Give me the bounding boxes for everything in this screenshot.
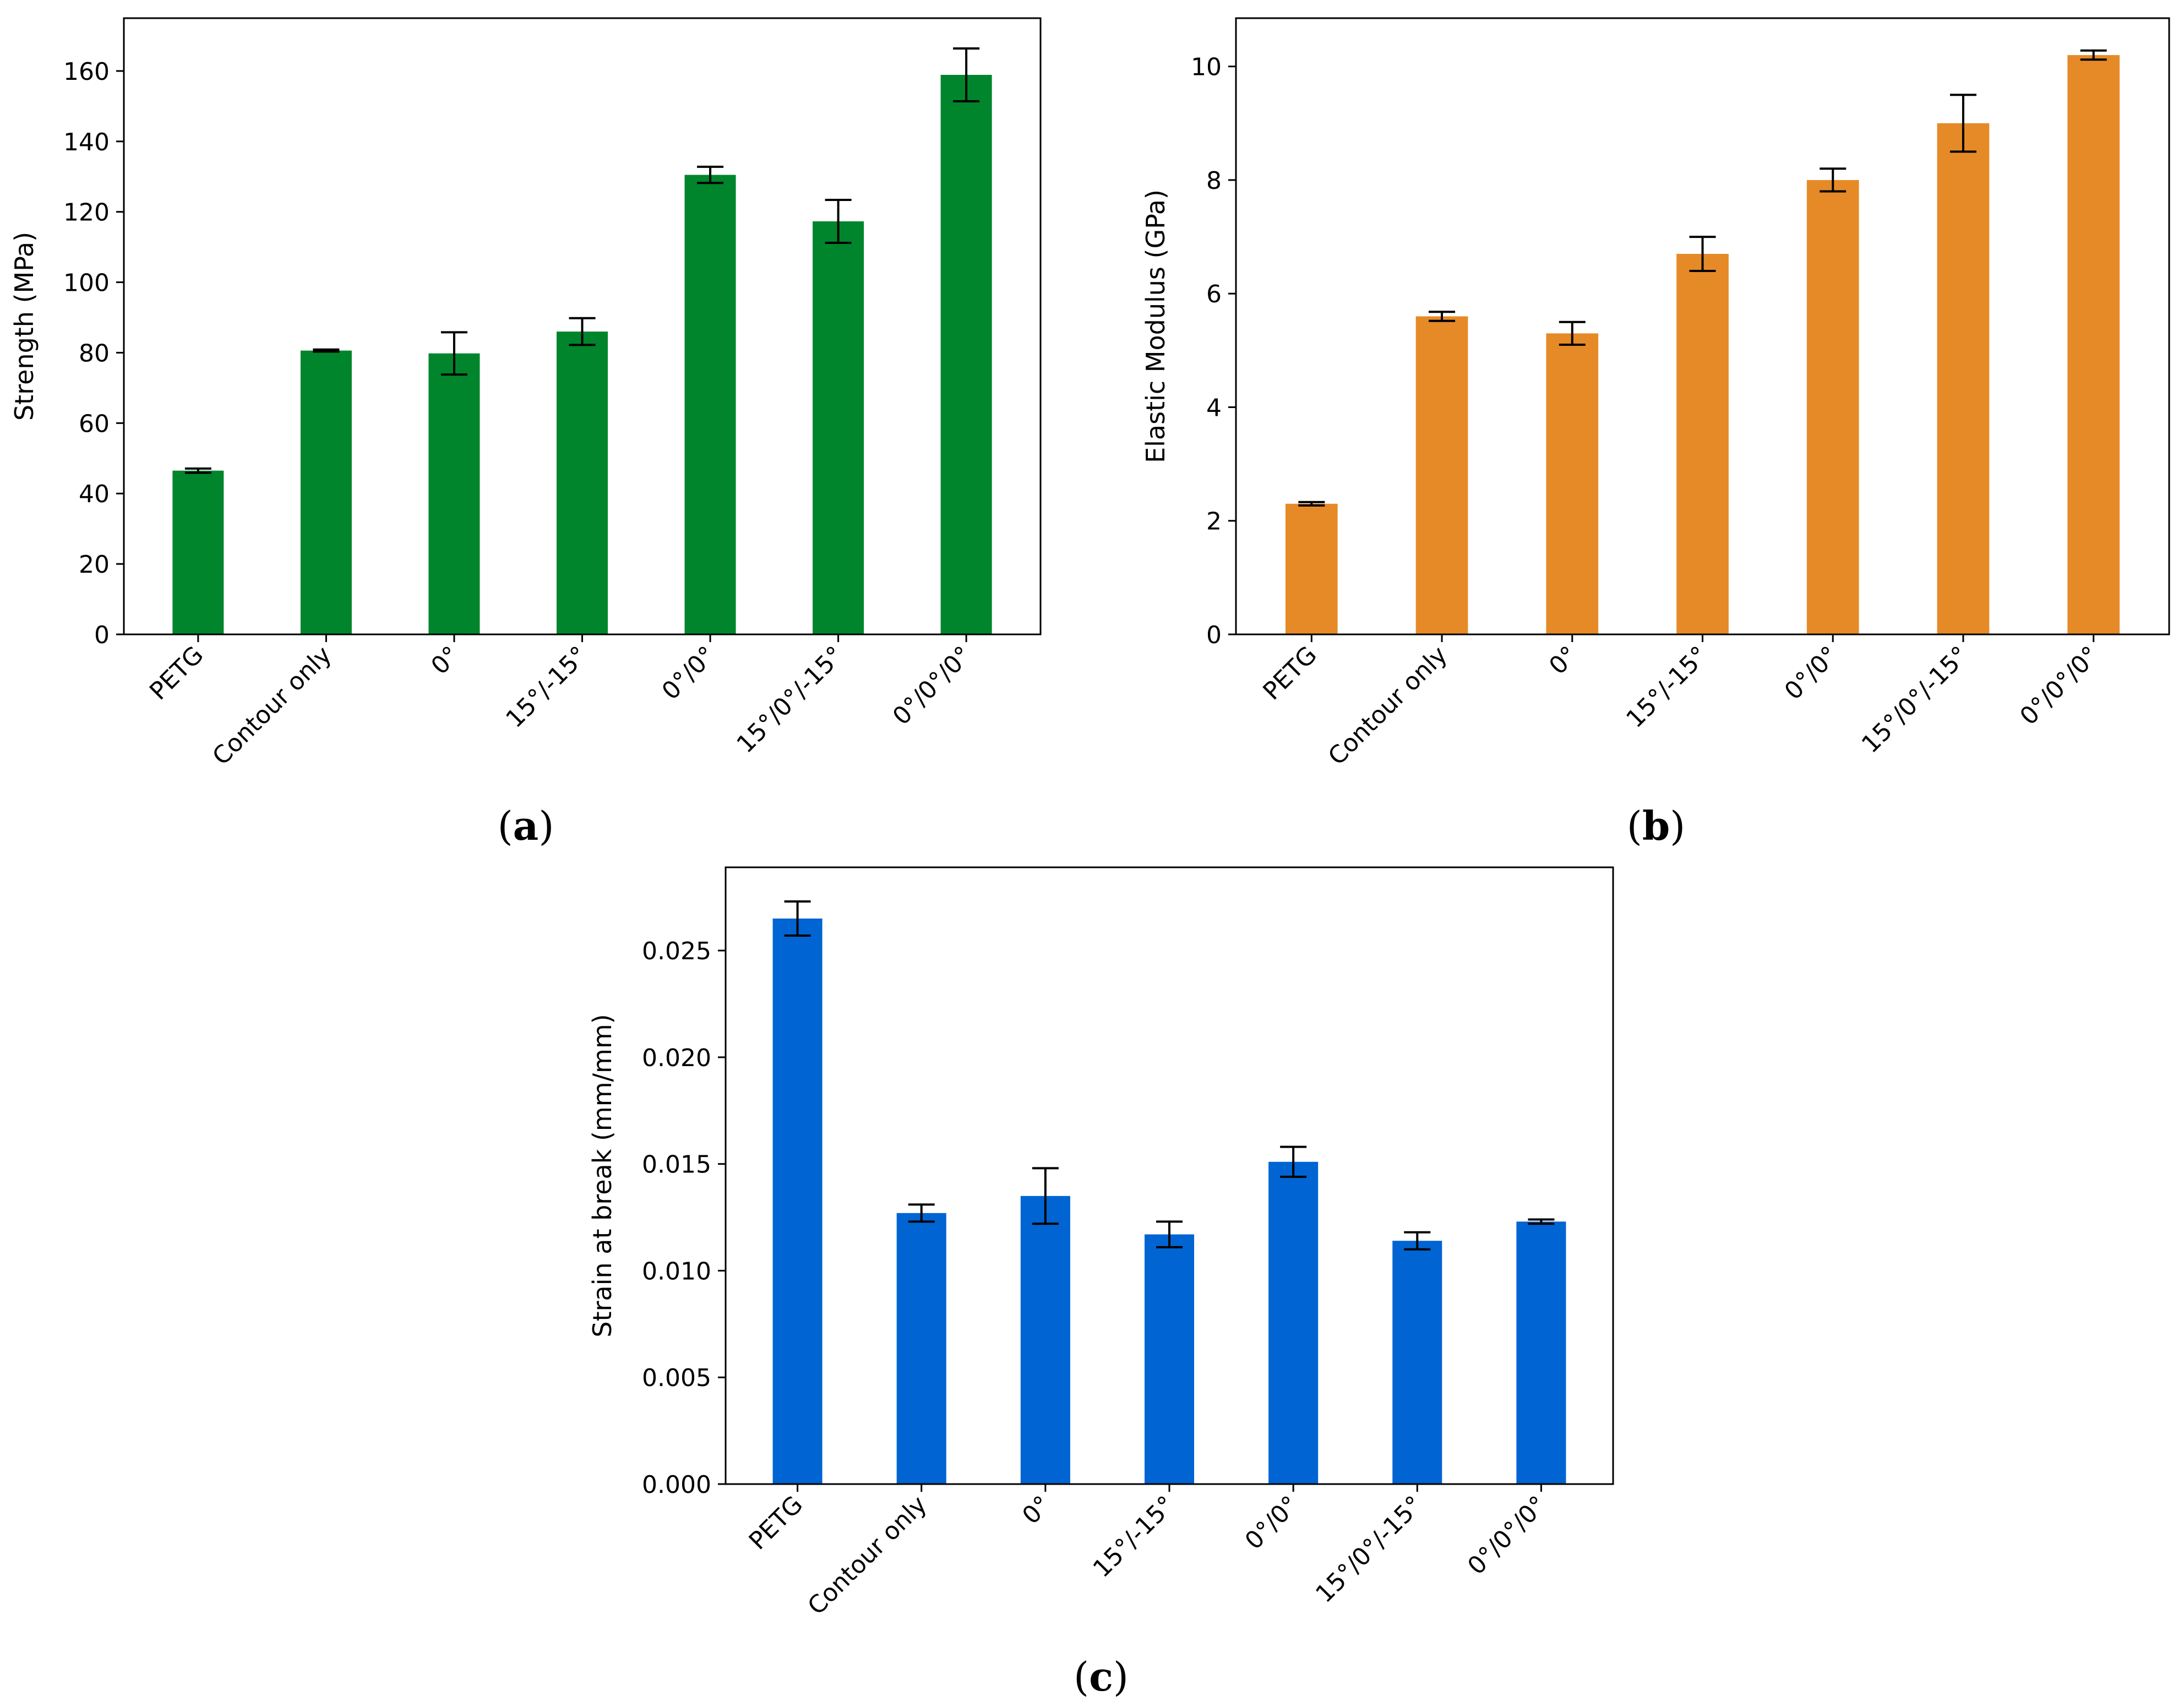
bar-b-4 bbox=[1676, 254, 1729, 634]
error-bar-a-2 bbox=[313, 348, 340, 353]
x-tick-label-a: PETG bbox=[144, 641, 209, 706]
x-tick-label-b: 0° bbox=[1544, 641, 1583, 680]
error-bar-c-3 bbox=[1032, 1167, 1059, 1225]
x-tick-label-b: 15°/-15° bbox=[1621, 641, 1713, 734]
error-bar-a-1 bbox=[184, 467, 211, 474]
bar-b-6 bbox=[1937, 123, 1990, 634]
caption-c: (c) bbox=[1074, 1653, 1129, 1700]
x-tick-label-a: 15°/0°/-15° bbox=[731, 641, 849, 759]
x-tick-label-a: 0°/0°/0° bbox=[887, 641, 977, 731]
y-tick-label-a: 20 bbox=[79, 551, 110, 579]
y-tick-label-b: 0 bbox=[1206, 621, 1222, 649]
error-bar-b-3 bbox=[1559, 320, 1586, 346]
x-tick-label-b: Contour only bbox=[1323, 641, 1453, 771]
bar-b-1 bbox=[1285, 503, 1338, 634]
bar-a-5 bbox=[684, 175, 736, 634]
x-tick-label-a: Contour only bbox=[207, 641, 337, 771]
y-tick-label-a: 0 bbox=[94, 621, 110, 649]
error-bar-a-6 bbox=[825, 198, 852, 244]
x-tick-label-b: 15°/0°/-15° bbox=[1856, 641, 1974, 759]
error-bar-c-2 bbox=[908, 1203, 935, 1223]
error-bar-b-6 bbox=[1949, 94, 1976, 153]
error-bar-b-2 bbox=[1429, 311, 1456, 322]
x-tick-label-c: Contour only bbox=[803, 1491, 933, 1621]
y-tick-label-a: 160 bbox=[63, 58, 110, 86]
y-tick-label-b: 4 bbox=[1206, 394, 1222, 422]
x-tick-label-c: 0°/0°/0° bbox=[1462, 1491, 1552, 1580]
error-bar-a-3 bbox=[440, 331, 467, 376]
y-axis-title-b: Elastic Modulus (GPa) bbox=[1141, 189, 1170, 463]
bar-c-6 bbox=[1392, 1241, 1442, 1484]
error-bar-c-7 bbox=[1528, 1218, 1555, 1225]
error-bar-b-4 bbox=[1689, 236, 1716, 272]
bar-b-7 bbox=[2067, 55, 2120, 634]
x-tick-label-b: 0°/0°/0° bbox=[2014, 641, 2104, 731]
bar-c-3 bbox=[1020, 1196, 1070, 1484]
bar-a-6 bbox=[813, 221, 864, 634]
y-tick-label-a: 140 bbox=[63, 128, 110, 156]
error-bar-c-5 bbox=[1280, 1145, 1307, 1178]
x-tick-label-c: 0°/0° bbox=[1240, 1491, 1304, 1555]
y-tick-label-b: 10 bbox=[1191, 53, 1222, 82]
error-bar-c-1 bbox=[784, 900, 811, 937]
x-tick-label-a: 15°/-15° bbox=[500, 641, 593, 734]
error-bar-b-7 bbox=[2080, 49, 2107, 61]
y-tick-label-c: 0.015 bbox=[642, 1151, 711, 1179]
y-tick-label-b: 6 bbox=[1206, 280, 1222, 308]
y-axis-title-a: Strength (MPa) bbox=[9, 232, 39, 421]
y-axis-title-c: Strain at break (mm/mm) bbox=[587, 1014, 617, 1337]
error-bar-c-6 bbox=[1404, 1231, 1431, 1251]
caption-b: (b) bbox=[1627, 802, 1686, 849]
bar-b-2 bbox=[1415, 316, 1468, 634]
y-tick-label-c: 0.010 bbox=[642, 1257, 711, 1285]
bar-a-1 bbox=[172, 470, 224, 634]
bar-a-2 bbox=[300, 350, 352, 634]
bar-b-3 bbox=[1546, 333, 1599, 634]
y-tick-label-c: 0.025 bbox=[642, 937, 711, 965]
error-bar-a-5 bbox=[697, 165, 724, 184]
x-tick-label-a: 0°/0° bbox=[657, 641, 721, 705]
x-tick-label-b: 0°/0° bbox=[1779, 641, 1844, 705]
bar-c-2 bbox=[896, 1213, 946, 1484]
y-tick-label-b: 8 bbox=[1206, 167, 1222, 195]
error-bar-a-7 bbox=[953, 47, 980, 102]
x-tick-label-c: PETG bbox=[744, 1491, 809, 1556]
y-tick-label-a: 40 bbox=[79, 480, 110, 508]
y-tick-label-a: 100 bbox=[63, 269, 110, 297]
y-tick-label-c: 0.000 bbox=[642, 1471, 711, 1499]
y-tick-label-b: 2 bbox=[1206, 508, 1222, 536]
y-tick-label-a: 80 bbox=[79, 339, 110, 367]
bar-c-4 bbox=[1144, 1234, 1195, 1484]
caption-a: (a) bbox=[498, 802, 554, 849]
panel-b-elastic-modulus-chart: 0 2 4 6 8 10 PETG Contour only 0° 15°/-15° 0°/0° 15… bbox=[1141, 17, 2170, 771]
x-tick-label-c: 15°/-15° bbox=[1088, 1491, 1180, 1583]
bar-c-1 bbox=[772, 919, 823, 1484]
bar-a-4 bbox=[556, 332, 608, 634]
bar-c-7 bbox=[1516, 1221, 1566, 1484]
x-tick-label-a: 0° bbox=[426, 641, 465, 680]
error-bar-b-1 bbox=[1298, 501, 1325, 507]
x-tick-label-b: PETG bbox=[1257, 641, 1322, 706]
bar-c-5 bbox=[1268, 1161, 1319, 1484]
y-tick-label-c: 0.005 bbox=[642, 1364, 711, 1392]
x-tick-label-c: 0° bbox=[1017, 1491, 1056, 1530]
error-bar-b-5 bbox=[1820, 167, 1847, 193]
y-tick-label-c: 0.020 bbox=[642, 1044, 711, 1072]
bar-a-7 bbox=[940, 74, 992, 634]
y-tick-label-a: 60 bbox=[79, 410, 110, 438]
bar-a-3 bbox=[428, 353, 480, 634]
error-bar-c-4 bbox=[1156, 1220, 1183, 1248]
x-tick-label-c: 15°/0°/-15° bbox=[1310, 1491, 1428, 1609]
panel-c-strain-at-break-chart: 0.000 0.005 0.010 0.015 0.020 0.025 PETGContou… bbox=[587, 866, 1614, 1621]
bar-b-5 bbox=[1806, 180, 1859, 634]
y-tick-label-a: 120 bbox=[63, 199, 110, 227]
error-bar-a-4 bbox=[569, 317, 596, 346]
